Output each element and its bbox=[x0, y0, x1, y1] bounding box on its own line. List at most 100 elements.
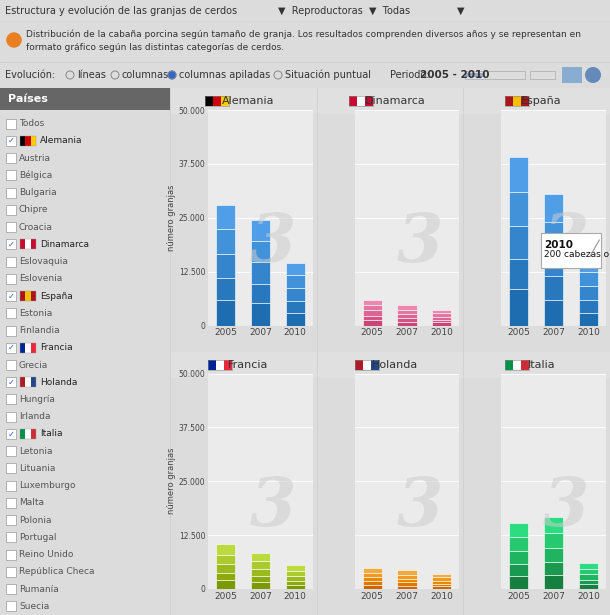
Text: Estonia: Estonia bbox=[19, 309, 52, 318]
Bar bbox=[20, 343, 36, 353]
Bar bbox=[397, 318, 417, 322]
Bar bbox=[30, 291, 36, 301]
Bar bbox=[579, 569, 598, 574]
Bar bbox=[397, 314, 417, 318]
Bar bbox=[579, 579, 598, 584]
Text: Situación puntual: Situación puntual bbox=[285, 69, 371, 80]
Text: Países: Países bbox=[8, 94, 48, 104]
Bar bbox=[20, 291, 36, 301]
Bar bbox=[397, 585, 417, 589]
Bar bbox=[216, 255, 235, 278]
Bar bbox=[285, 275, 305, 288]
Circle shape bbox=[585, 67, 601, 83]
Bar bbox=[509, 192, 528, 226]
Bar bbox=[579, 259, 598, 272]
Bar bbox=[362, 315, 382, 320]
Bar bbox=[432, 584, 451, 586]
Bar bbox=[509, 259, 528, 289]
Bar bbox=[170, 352, 317, 378]
Bar bbox=[579, 300, 598, 312]
Bar bbox=[20, 136, 26, 146]
Bar bbox=[0, 88, 170, 110]
Text: Estructura y evolución de las granjas de cerdos: Estructura y evolución de las granjas de… bbox=[5, 6, 237, 16]
Bar bbox=[20, 429, 26, 439]
Text: Letonia: Letonia bbox=[19, 446, 52, 456]
Text: 3: 3 bbox=[543, 475, 589, 539]
Bar bbox=[285, 581, 305, 585]
Bar bbox=[285, 288, 305, 301]
Bar bbox=[504, 360, 512, 370]
Bar bbox=[432, 311, 451, 314]
Bar bbox=[6, 567, 16, 577]
Bar bbox=[6, 291, 16, 301]
Bar bbox=[432, 322, 451, 325]
Bar bbox=[285, 312, 305, 325]
Text: Bulgaria: Bulgaria bbox=[19, 188, 57, 197]
Bar bbox=[251, 240, 270, 262]
Bar bbox=[216, 205, 235, 229]
Bar bbox=[214, 96, 221, 106]
Bar bbox=[362, 305, 382, 311]
Bar bbox=[251, 569, 270, 576]
Text: Suecia: Suecia bbox=[19, 602, 49, 611]
Bar bbox=[464, 352, 610, 378]
Bar bbox=[357, 96, 365, 106]
Bar bbox=[579, 272, 598, 286]
Text: Alemania: Alemania bbox=[40, 137, 82, 145]
Bar bbox=[216, 581, 235, 589]
Bar bbox=[362, 568, 382, 573]
Bar bbox=[224, 360, 232, 370]
Text: Francia: Francia bbox=[228, 360, 268, 370]
Text: Evolución:: Evolución: bbox=[5, 70, 56, 80]
Text: Bélgica: Bélgica bbox=[19, 170, 52, 180]
Text: Portugal: Portugal bbox=[19, 533, 57, 542]
Bar bbox=[397, 579, 417, 582]
Text: Finlandia: Finlandia bbox=[19, 326, 60, 335]
Bar bbox=[6, 239, 16, 249]
Bar bbox=[251, 303, 270, 325]
Text: ✓: ✓ bbox=[7, 378, 15, 387]
Bar bbox=[6, 119, 16, 129]
Bar bbox=[579, 312, 598, 325]
Bar bbox=[285, 263, 305, 275]
Text: ▼  Reproductoras  ▼  Todas               ▼: ▼ Reproductoras ▼ Todas ▼ bbox=[278, 6, 464, 16]
Bar bbox=[397, 582, 417, 585]
Bar bbox=[397, 570, 417, 574]
Bar bbox=[20, 377, 26, 387]
Text: ✓: ✓ bbox=[7, 429, 15, 438]
Text: columnas: columnas bbox=[122, 70, 169, 80]
Text: 3: 3 bbox=[396, 475, 443, 539]
Bar bbox=[432, 586, 451, 589]
Text: España: España bbox=[40, 292, 73, 301]
Text: Alemania: Alemania bbox=[222, 96, 274, 106]
Bar bbox=[544, 276, 563, 300]
Bar bbox=[30, 429, 36, 439]
Bar bbox=[251, 561, 270, 569]
Bar bbox=[6, 136, 16, 146]
Bar bbox=[432, 314, 451, 317]
Bar bbox=[30, 343, 36, 353]
Bar bbox=[6, 188, 16, 197]
Bar bbox=[504, 360, 529, 370]
Bar bbox=[20, 136, 36, 146]
Bar bbox=[349, 96, 373, 106]
Text: Lituania: Lituania bbox=[19, 464, 56, 473]
Bar bbox=[362, 585, 382, 589]
Bar bbox=[362, 581, 382, 585]
Text: Eslovenia: Eslovenia bbox=[19, 274, 62, 284]
Bar bbox=[20, 291, 26, 301]
Bar bbox=[363, 360, 371, 370]
Text: Todos: Todos bbox=[19, 119, 45, 128]
Bar bbox=[216, 278, 235, 300]
Text: Reino Unido: Reino Unido bbox=[19, 550, 73, 559]
Bar bbox=[512, 96, 521, 106]
Bar bbox=[509, 523, 528, 538]
Bar bbox=[544, 517, 563, 533]
Bar bbox=[251, 220, 270, 240]
Bar bbox=[509, 157, 528, 192]
Bar bbox=[465, 73, 485, 77]
Text: Eslovaquia: Eslovaquia bbox=[19, 257, 68, 266]
Bar bbox=[397, 306, 417, 309]
Text: Croacia: Croacia bbox=[19, 223, 53, 232]
Bar bbox=[26, 377, 30, 387]
